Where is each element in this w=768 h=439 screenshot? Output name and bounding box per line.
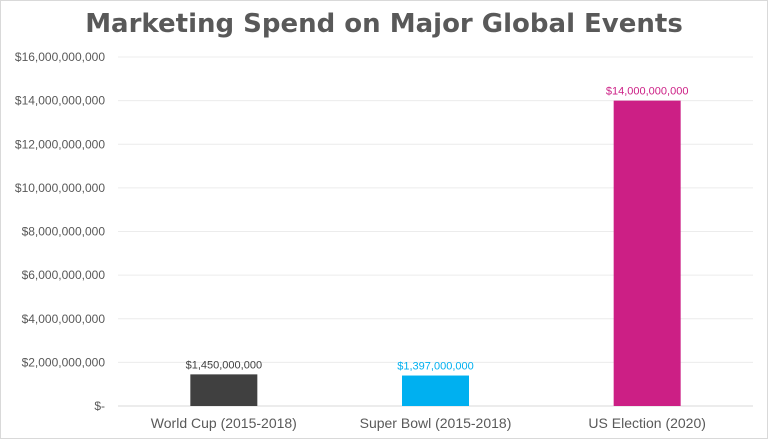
x-category-label: World Cup (2015-2018) xyxy=(151,415,297,431)
data-label: $1,450,000,000 xyxy=(186,359,262,371)
bar xyxy=(613,100,681,406)
y-tick-label: $8,000,000,000 xyxy=(22,225,106,239)
y-tick-label: $10,000,000,000 xyxy=(15,181,105,195)
y-tick-label: $6,000,000,000 xyxy=(22,268,106,282)
bar xyxy=(190,374,258,406)
data-label: $1,397,000,000 xyxy=(397,361,473,373)
y-tick-label: $2,000,000,000 xyxy=(22,355,106,369)
x-category-label: US Election (2020) xyxy=(588,415,706,431)
y-tick-label: $16,000,000,000 xyxy=(15,50,105,64)
y-tick-label: $- xyxy=(94,399,105,413)
y-tick-label: $12,000,000,000 xyxy=(15,137,105,151)
y-tick-label: $14,000,000,000 xyxy=(15,94,105,108)
chart-title: Marketing Spend on Major Global Events xyxy=(85,9,683,39)
bar xyxy=(402,375,469,406)
data-label: $14,000,000,000 xyxy=(606,86,689,98)
x-category-label: Super Bowl (2015-2018) xyxy=(360,415,512,431)
y-tick-label: $4,000,000,000 xyxy=(22,312,106,326)
